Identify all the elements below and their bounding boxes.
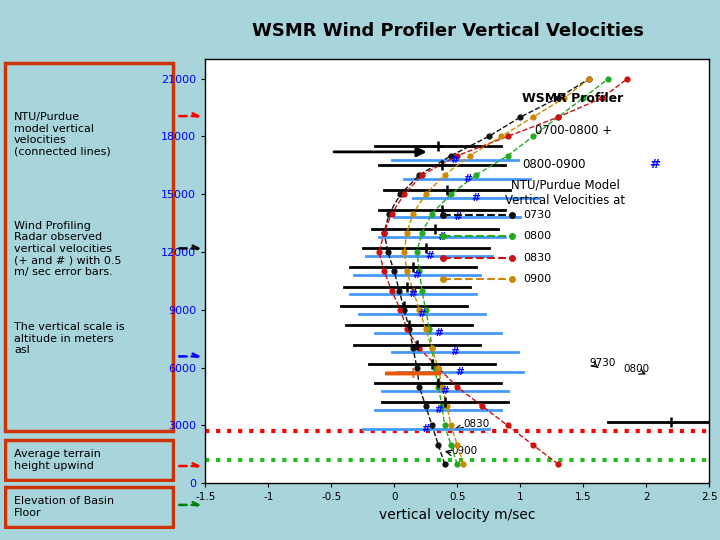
Text: #: # [649,158,660,171]
Text: #: # [440,386,449,396]
Text: NTU/Purdue Model
Vertical Velocities at: NTU/Purdue Model Vertical Velocities at [505,179,626,207]
X-axis label: vertical velocity m/sec: vertical velocity m/sec [379,508,536,522]
Text: 0730: 0730 [523,210,551,220]
Text: #: # [450,154,459,165]
Text: #: # [463,174,472,184]
Text: 0800: 0800 [624,363,649,374]
Text: #: # [421,424,430,434]
Text: #: # [472,193,480,203]
Text: Average terrain
height upwind: Average terrain height upwind [14,449,101,471]
Text: #: # [455,367,464,376]
Text: 0900: 0900 [451,447,477,456]
Text: WSMR Profiler: WSMR Profiler [523,92,624,105]
Text: #: # [453,212,462,222]
Text: 0900: 0900 [523,274,551,285]
Text: 0800: 0800 [523,231,551,241]
Text: 0800-0900: 0800-0900 [523,158,586,171]
Text: Wind Profiling
Radar observed
vertical velocities
(+ and # ) with 0.5
m/ sec err: Wind Profiling Radar observed vertical v… [14,221,122,277]
Text: WSMR Wind Profiler Vertical Velocities: WSMR Wind Profiler Vertical Velocities [252,22,644,40]
Text: #: # [438,232,446,242]
Text: Elevation of Basin
Floor: Elevation of Basin Floor [14,496,114,518]
Text: #: # [434,328,443,338]
Text: #: # [434,405,443,415]
Text: #: # [409,289,418,300]
Text: 0700-0800 +: 0700-0800 + [534,124,612,137]
Text: 0830: 0830 [464,420,490,429]
Text: 9730: 9730 [590,358,616,368]
Text: #: # [413,270,421,280]
Text: #: # [418,309,426,319]
Text: #: # [425,251,434,261]
Text: NTU/Purdue
model vertical
velocities
(connected lines): NTU/Purdue model vertical velocities (co… [14,112,111,157]
Text: The vertical scale is
altitude in meters
asl: The vertical scale is altitude in meters… [14,322,125,355]
Text: +: + [407,366,420,381]
Text: #: # [450,347,459,357]
Text: 0830: 0830 [523,253,551,263]
